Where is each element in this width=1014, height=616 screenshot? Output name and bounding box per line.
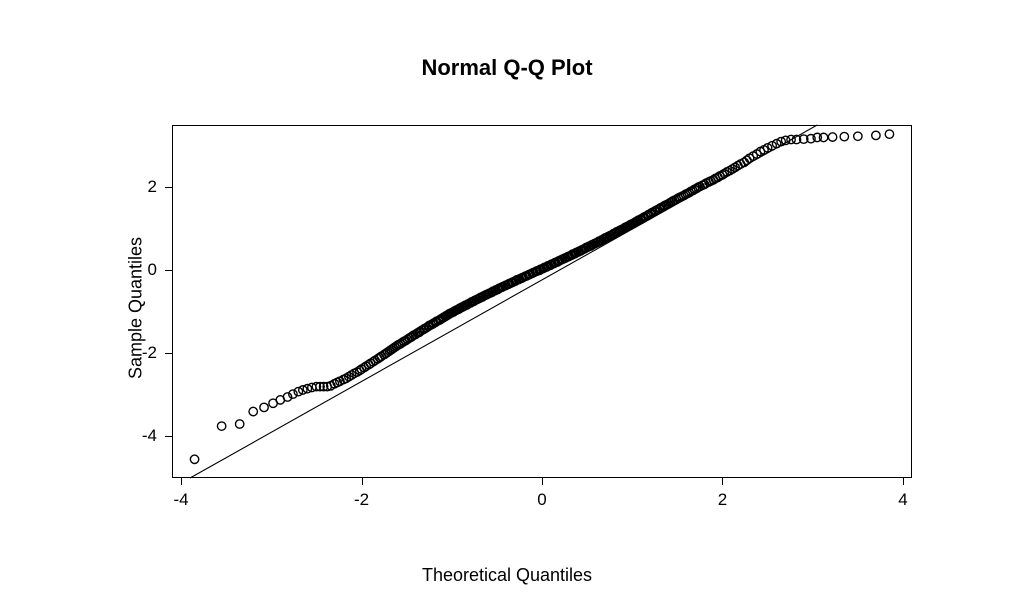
data-point [819,133,827,141]
data-points [190,130,893,464]
x-axis-label: Theoretical Quantiles [0,565,1014,586]
data-point [260,403,268,411]
data-point [217,422,225,430]
y-tick-mark [165,270,172,271]
x-tick-label: -2 [354,490,369,510]
data-point [840,132,848,140]
x-tick-label: -4 [173,490,188,510]
data-point [885,130,893,138]
data-point [828,133,836,141]
plot-svg [172,125,912,478]
y-tick-mark [165,436,172,437]
y-tick-label: -2 [127,343,157,363]
x-tick-mark [542,478,543,485]
y-tick-mark [165,353,172,354]
data-point [854,132,862,140]
data-point [249,407,257,415]
y-tick-label: 2 [127,177,157,197]
x-tick-mark [362,478,363,485]
x-tick-label: 4 [898,490,907,510]
x-tick-label: 2 [718,490,727,510]
x-tick-mark [722,478,723,485]
data-point [872,131,880,139]
x-tick-mark [181,478,182,485]
chart-container: Normal Q-Q Plot Sample Quantiles Theoret… [0,0,1014,616]
x-tick-mark [903,478,904,485]
y-tick-mark [165,187,172,188]
y-tick-label: -4 [127,426,157,446]
data-point [235,420,243,428]
data-point [190,455,198,463]
y-tick-label: 0 [127,260,157,280]
x-tick-label: 0 [537,490,546,510]
chart-title: Normal Q-Q Plot [0,55,1014,81]
